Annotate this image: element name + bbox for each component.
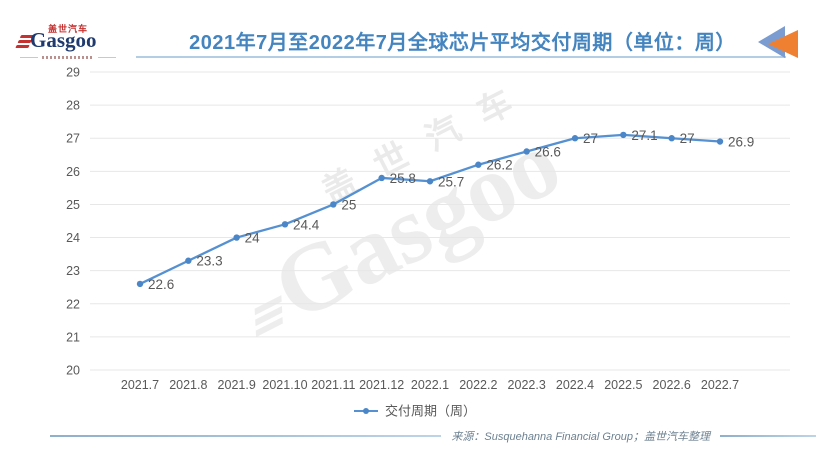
svg-text:24.4: 24.4	[293, 217, 320, 232]
svg-text:2021.7: 2021.7	[121, 378, 159, 392]
svg-text:26.9: 26.9	[728, 135, 754, 150]
svg-text:27: 27	[66, 132, 80, 146]
svg-text:25.7: 25.7	[438, 174, 464, 189]
svg-text:2022.5: 2022.5	[604, 378, 642, 392]
svg-text:2022.4: 2022.4	[556, 378, 594, 392]
svg-text:26.6: 26.6	[535, 144, 561, 159]
svg-text:2021.11: 2021.11	[311, 378, 355, 392]
svg-text:2022.2: 2022.2	[459, 378, 497, 392]
title-underline	[136, 56, 786, 58]
logo-tagline	[20, 56, 116, 59]
svg-text:24: 24	[245, 231, 261, 246]
svg-text:25: 25	[341, 197, 356, 212]
source-text: 来源：Susquehanna Financial Group；盖世汽车整理	[451, 431, 710, 443]
source-divider-left	[50, 435, 442, 437]
svg-text:2022.6: 2022.6	[653, 378, 691, 392]
svg-text:2021.10: 2021.10	[262, 378, 307, 392]
source-row: 来源：Susquehanna Financial Group；盖世汽车整理	[50, 428, 816, 444]
svg-text:22: 22	[66, 297, 80, 311]
svg-text:23: 23	[66, 264, 80, 278]
svg-text:27.1: 27.1	[631, 128, 657, 143]
svg-text:2022.1: 2022.1	[411, 378, 449, 392]
svg-text:20: 20	[66, 364, 80, 378]
svg-text:22.6: 22.6	[148, 277, 174, 292]
svg-text:2021.9: 2021.9	[218, 378, 256, 392]
svg-text:24: 24	[66, 231, 80, 245]
logo-cn-text: 盖世汽车	[48, 24, 89, 34]
source-divider-right	[720, 435, 816, 437]
svg-text:23.3: 23.3	[196, 254, 222, 269]
gasgoo-logo: 盖世汽车 Gasgoo	[15, 22, 128, 64]
svg-text:25: 25	[66, 198, 80, 212]
svg-text:26: 26	[66, 165, 80, 179]
svg-text:26.2: 26.2	[486, 158, 512, 173]
svg-text:27: 27	[583, 131, 598, 146]
svg-text:27: 27	[680, 131, 695, 146]
svg-text:29: 29	[66, 66, 80, 80]
svg-text:2022.7: 2022.7	[701, 378, 739, 392]
svg-text:交付周期（周）: 交付周期（周）	[385, 404, 476, 419]
back-arrow-icon	[758, 26, 798, 58]
svg-text:2021.8: 2021.8	[169, 378, 207, 392]
svg-text:2021.12: 2021.12	[359, 378, 404, 392]
svg-text:25.8: 25.8	[390, 171, 416, 186]
svg-text:28: 28	[66, 99, 80, 113]
page-title: 2021年7月至2022年7月全球芯片平均交付周期（单位：周）	[189, 32, 736, 54]
svg-text:2022.3: 2022.3	[508, 378, 546, 392]
svg-text:21: 21	[66, 330, 80, 344]
logo-en-text: Gasgoo	[30, 28, 97, 52]
